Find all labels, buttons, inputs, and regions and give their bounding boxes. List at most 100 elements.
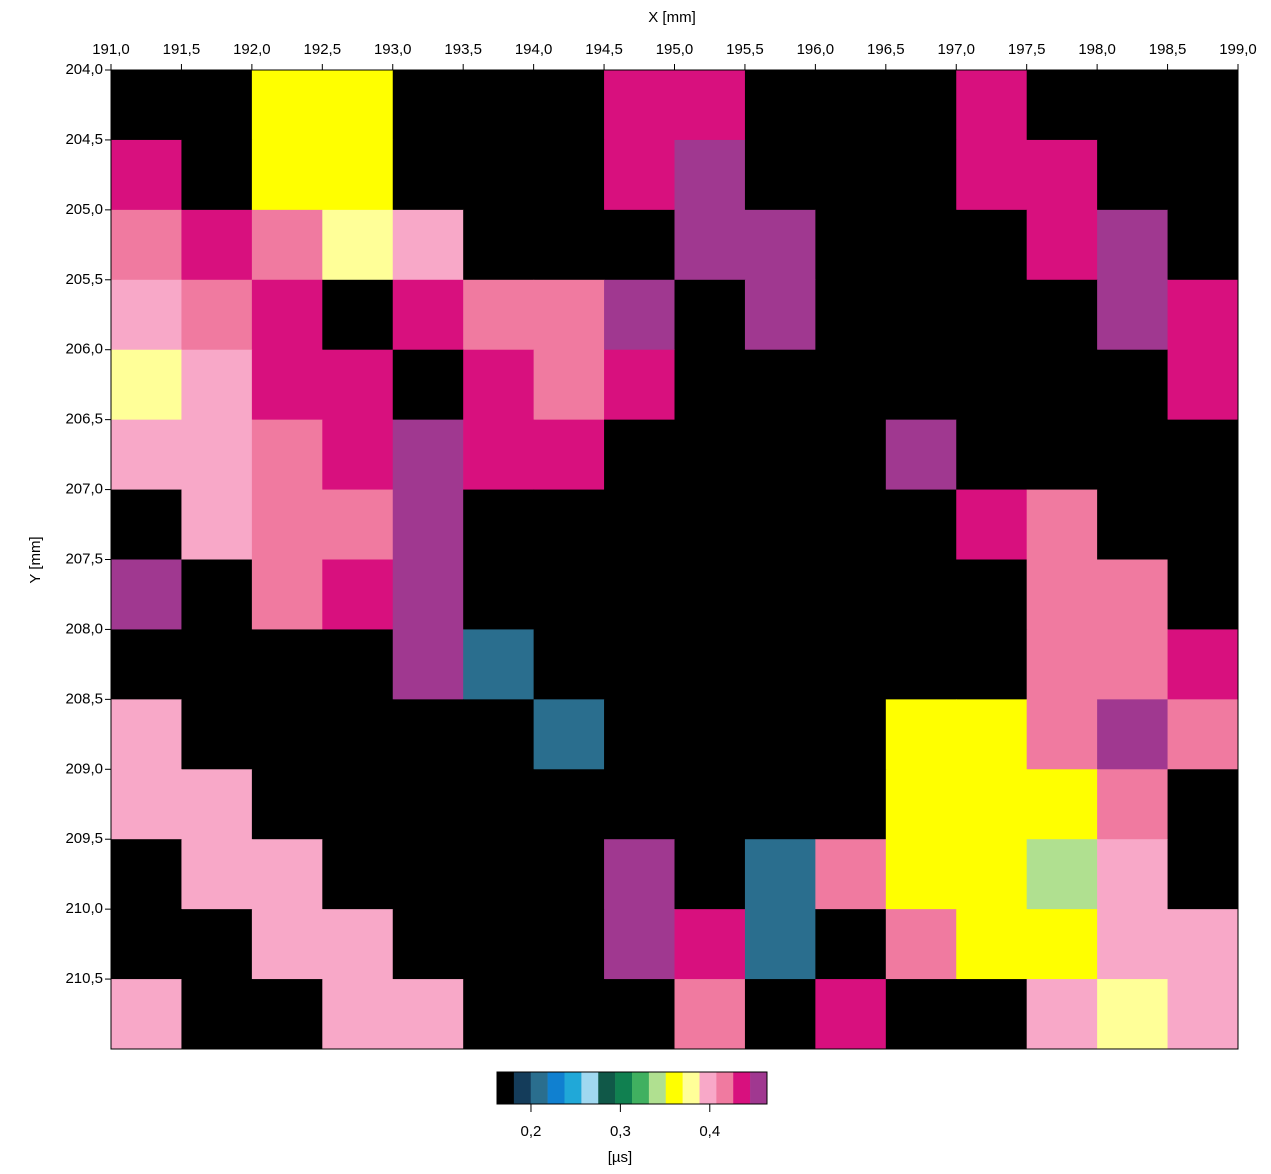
heatmap-cell xyxy=(181,490,252,560)
heatmap-cell xyxy=(393,629,464,699)
heatmap-cell xyxy=(111,140,182,210)
heatmap-cell xyxy=(1027,699,1098,769)
heatmap-cell xyxy=(745,629,816,699)
heatmap-cell xyxy=(1168,629,1239,699)
heatmap-cell xyxy=(675,280,746,350)
heatmap-cell xyxy=(111,909,182,979)
heatmap-cell xyxy=(604,350,675,420)
x-tick-label: 198,5 xyxy=(1149,41,1187,58)
heatmap-cell xyxy=(252,699,323,769)
heatmap-cell xyxy=(1097,909,1168,979)
heatmap-cell xyxy=(534,420,605,490)
heatmap-cell xyxy=(1168,699,1239,769)
y-tick-label: 207,0 xyxy=(65,481,103,498)
x-tick-label: 195,0 xyxy=(656,41,694,58)
heatmap-cell xyxy=(1027,350,1098,420)
heatmap-cell xyxy=(252,210,323,280)
heatmap-cell xyxy=(393,280,464,350)
heatmap-cell xyxy=(815,350,886,420)
heatmap-cell xyxy=(181,70,252,140)
heatmap-cell xyxy=(1168,490,1239,560)
heatmap-cell xyxy=(463,350,534,420)
colorbar-label: [µs] xyxy=(608,1149,632,1166)
heatmap-cell xyxy=(1027,280,1098,350)
heatmap-cell xyxy=(322,490,393,560)
y-tick-label: 210,0 xyxy=(65,900,103,917)
heatmap-cell xyxy=(181,560,252,630)
colorbar-swatch xyxy=(632,1072,649,1104)
heatmap-cell xyxy=(745,420,816,490)
heatmap-cell xyxy=(604,560,675,630)
heatmap-cell xyxy=(534,629,605,699)
heatmap-cell xyxy=(604,490,675,560)
heatmap-cell xyxy=(745,350,816,420)
heatmap-cell xyxy=(463,70,534,140)
y-tick-label: 204,5 xyxy=(65,131,103,148)
heatmap-cell xyxy=(534,909,605,979)
heatmap-cell xyxy=(604,629,675,699)
heatmap-cell xyxy=(675,629,746,699)
heatmap-cell xyxy=(1097,490,1168,560)
heatmap-cell xyxy=(886,839,957,909)
heatmap-cell xyxy=(956,350,1027,420)
heatmap-cell xyxy=(956,420,1027,490)
heatmap-cell xyxy=(463,280,534,350)
heatmap-cell xyxy=(393,140,464,210)
heatmap-cell xyxy=(815,70,886,140)
heatmap-cell xyxy=(1168,979,1239,1049)
heatmap-cell xyxy=(956,979,1027,1049)
heatmap-cell xyxy=(1097,350,1168,420)
heatmap-cell xyxy=(604,420,675,490)
heatmap-cell xyxy=(1027,909,1098,979)
heatmap-cell xyxy=(1097,769,1168,839)
heatmap-cell xyxy=(111,560,182,630)
heatmap-cell xyxy=(886,560,957,630)
x-tick-label: 193,5 xyxy=(444,41,482,58)
heatmap-cell xyxy=(745,560,816,630)
heatmap-cell xyxy=(745,839,816,909)
heatmap-cell xyxy=(604,140,675,210)
heatmap-cell xyxy=(463,140,534,210)
colorbar-swatch xyxy=(497,1072,514,1104)
heatmap-cell xyxy=(1097,70,1168,140)
heatmap-cell xyxy=(815,210,886,280)
heatmap-cell xyxy=(393,210,464,280)
heatmap-cell xyxy=(393,70,464,140)
heatmap-cell xyxy=(745,210,816,280)
heatmap-cell xyxy=(1168,350,1239,420)
heatmap-cell xyxy=(111,769,182,839)
heatmap-cell xyxy=(1027,420,1098,490)
colorbar-swatch xyxy=(565,1072,582,1104)
y-tick-label: 207,5 xyxy=(65,550,103,567)
colorbar-swatch xyxy=(683,1072,700,1104)
colorbar-swatch xyxy=(666,1072,683,1104)
heatmap-cell xyxy=(1168,70,1239,140)
heatmap-cell xyxy=(956,560,1027,630)
x-tick-label: 196,5 xyxy=(867,41,905,58)
heatmap-cell xyxy=(393,420,464,490)
heatmap-cell xyxy=(1097,979,1168,1049)
heatmap-cell xyxy=(252,769,323,839)
heatmap-cell xyxy=(534,140,605,210)
heatmap-cell xyxy=(181,140,252,210)
heatmap-cell xyxy=(675,909,746,979)
heatmap-cell xyxy=(322,769,393,839)
heatmap-cell xyxy=(393,979,464,1049)
heatmap-cell xyxy=(322,629,393,699)
heatmap-cell xyxy=(393,699,464,769)
heatmap-cell xyxy=(463,769,534,839)
heatmap-cell xyxy=(815,769,886,839)
heatmap-cell xyxy=(1027,560,1098,630)
heatmap-cell xyxy=(252,909,323,979)
heatmap-cell xyxy=(111,979,182,1049)
heatmap-cell xyxy=(534,490,605,560)
colorbar-swatch xyxy=(531,1072,548,1104)
heatmap-cell xyxy=(604,979,675,1049)
heatmap-cell xyxy=(1168,420,1239,490)
y-tick-label: 208,5 xyxy=(65,690,103,707)
x-tick-label: 191,5 xyxy=(163,41,201,58)
heatmap-cell xyxy=(886,490,957,560)
heatmap-cell xyxy=(815,280,886,350)
heatmap-cell xyxy=(1168,769,1239,839)
colorbar-swatch xyxy=(581,1072,598,1104)
